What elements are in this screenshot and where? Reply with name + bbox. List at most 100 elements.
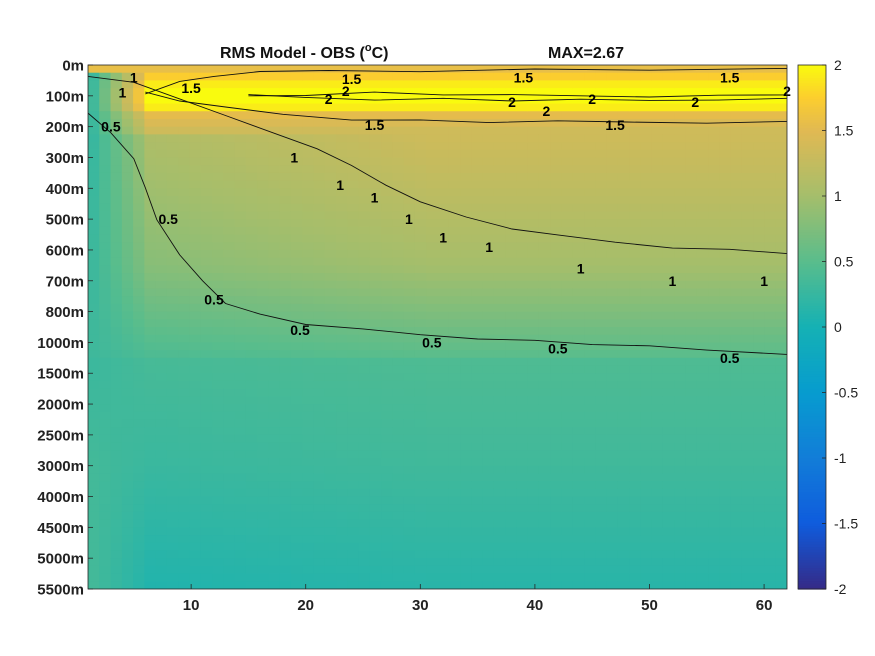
heatmap-cell: [629, 126, 642, 135]
heatmap-cell: [730, 504, 743, 513]
heatmap-cell: [358, 311, 371, 320]
heatmap-cell: [99, 581, 112, 589]
heatmap-cell: [324, 581, 337, 589]
heatmap-cell: [741, 172, 754, 182]
heatmap-cell: [662, 404, 675, 413]
heatmap-cell: [212, 65, 224, 74]
heatmap-cell: [584, 172, 596, 182]
heatmap-cell: [753, 172, 766, 182]
heatmap-cell: [527, 504, 540, 513]
heatmap-cell: [617, 303, 630, 313]
heatmap-cell: [505, 542, 518, 552]
heatmap-cell: [290, 427, 303, 436]
heatmap-cell: [302, 388, 315, 397]
heatmap-cell: [358, 257, 371, 266]
heatmap-cell: [347, 488, 360, 498]
heatmap-cell: [121, 373, 134, 382]
heatmap-cell: [775, 404, 787, 413]
colorbar-segment: [798, 578, 826, 582]
heatmap-cell: [234, 188, 247, 197]
heatmap-cell: [290, 350, 303, 359]
heatmap-cell: [223, 458, 236, 467]
heatmap-cell: [234, 411, 247, 421]
heatmap-cell: [584, 473, 596, 482]
heatmap-cell: [617, 311, 630, 320]
heatmap-cell: [99, 280, 112, 290]
heatmap-cell: [414, 72, 427, 82]
heatmap-cell: [189, 573, 202, 582]
heatmap-cell: [99, 196, 112, 205]
heatmap-cell: [482, 427, 495, 436]
heatmap-cell: [178, 196, 191, 205]
heatmap-cell: [493, 419, 506, 428]
heatmap-cell: [471, 134, 484, 143]
heatmap-cell: [358, 327, 371, 336]
colorbar-segment: [798, 423, 826, 428]
heatmap-cell: [437, 165, 450, 174]
colorbar-segment: [798, 240, 826, 244]
heatmap-cell: [730, 535, 743, 544]
heatmap-cell: [708, 211, 720, 220]
heatmap-cell: [730, 103, 743, 112]
heatmap-cell: [245, 226, 258, 236]
heatmap-cell: [753, 465, 766, 475]
heatmap-cell: [437, 504, 450, 513]
heatmap-cell: [561, 565, 574, 575]
heatmap-cell: [471, 88, 484, 97]
heatmap-cell: [110, 165, 123, 174]
heatmap-cell: [493, 95, 506, 105]
heatmap-cell: [708, 319, 720, 328]
heatmap-cell: [155, 80, 168, 89]
colorbar-segment: [798, 523, 826, 527]
heatmap-cell: [279, 118, 292, 128]
heatmap-cell: [324, 342, 337, 351]
heatmap-cell: [662, 257, 675, 266]
heatmap-cell: [212, 450, 224, 459]
heatmap-cell: [753, 149, 766, 159]
heatmap-cell: [414, 203, 427, 213]
heatmap-cell: [674, 550, 687, 559]
heatmap-cell: [88, 134, 100, 143]
heatmap-cell: [166, 511, 179, 521]
heatmap-cell: [516, 118, 529, 128]
heatmap-cell: [696, 72, 709, 82]
heatmap-cell: [617, 142, 630, 151]
heatmap-cell: [448, 303, 461, 313]
heatmap-cell: [696, 242, 709, 251]
heatmap-cell: [572, 550, 585, 559]
heatmap-cell: [313, 357, 326, 367]
heatmap-cell: [493, 404, 506, 413]
heatmap-cell: [110, 234, 123, 243]
heatmap-cell: [324, 527, 337, 536]
heatmap-cell: [369, 288, 382, 297]
heatmap-cell: [358, 542, 371, 552]
colorbar-segment: [798, 261, 826, 265]
heatmap-cell: [99, 558, 112, 567]
heatmap-cell: [155, 411, 168, 421]
heatmap-cell: [482, 157, 495, 166]
heatmap-cell: [685, 357, 698, 367]
heatmap-cell: [133, 542, 145, 552]
heatmap-cell: [482, 142, 495, 151]
heatmap-cell: [527, 118, 540, 128]
heatmap-cell: [178, 535, 191, 544]
heatmap-cell: [200, 404, 213, 413]
heatmap-cell: [110, 180, 123, 189]
colorbar-segment: [798, 442, 826, 446]
heatmap-cell: [414, 581, 427, 589]
heatmap-cell: [144, 458, 157, 467]
heatmap-cell: [730, 296, 743, 305]
heatmap-cell: [257, 473, 269, 482]
heatmap-cell: [741, 388, 754, 397]
heatmap-cell: [381, 411, 393, 421]
heatmap-cell: [719, 411, 732, 421]
heatmap-cell: [764, 573, 777, 582]
heatmap-cell: [561, 226, 574, 236]
heatmap-cell: [336, 388, 348, 397]
heatmap-cell: [88, 226, 100, 236]
heatmap-cell: [302, 203, 315, 213]
heatmap-cell: [121, 350, 134, 359]
heatmap-cell: [764, 149, 777, 159]
heatmap-cell: [448, 72, 461, 82]
colorbar-segment: [798, 122, 826, 126]
